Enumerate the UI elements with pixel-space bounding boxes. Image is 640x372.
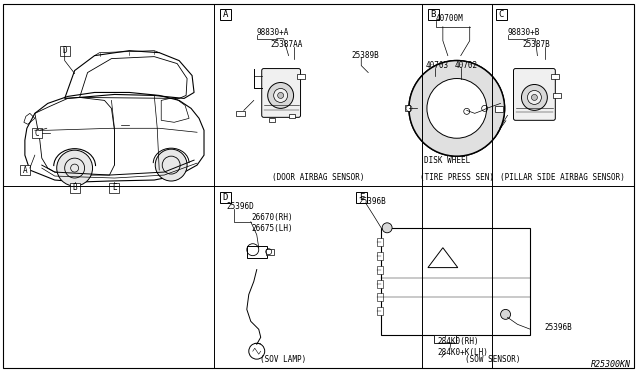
Text: 25396D: 25396D bbox=[227, 202, 255, 211]
Text: (SOW SENSOR): (SOW SENSOR) bbox=[465, 355, 520, 364]
Text: 25387AA: 25387AA bbox=[271, 40, 303, 49]
Text: 284K0+K(LH): 284K0+K(LH) bbox=[438, 348, 489, 357]
Bar bbox=[32, 128, 42, 138]
Bar bbox=[60, 46, 70, 56]
Text: E: E bbox=[359, 193, 364, 202]
Bar bbox=[236, 111, 245, 116]
Circle shape bbox=[156, 149, 187, 181]
Text: 98830+A: 98830+A bbox=[257, 28, 289, 37]
Text: D: D bbox=[223, 193, 228, 202]
Text: 40700M: 40700M bbox=[436, 14, 463, 23]
Bar bbox=[20, 165, 30, 175]
Circle shape bbox=[527, 90, 541, 105]
Bar bbox=[428, 9, 439, 20]
Bar bbox=[220, 192, 231, 203]
Text: A: A bbox=[22, 166, 27, 174]
Bar bbox=[551, 74, 559, 78]
Circle shape bbox=[500, 310, 511, 319]
Text: 25389B: 25389B bbox=[351, 51, 379, 60]
Bar bbox=[495, 106, 502, 112]
Bar bbox=[266, 249, 274, 255]
Text: 284K0(RH): 284K0(RH) bbox=[438, 337, 479, 346]
Text: C: C bbox=[499, 10, 504, 19]
Bar bbox=[296, 74, 305, 78]
Bar bbox=[377, 279, 383, 288]
Circle shape bbox=[427, 78, 486, 138]
Bar bbox=[377, 266, 383, 273]
Text: (TIRE PRESS SEN): (TIRE PRESS SEN) bbox=[420, 173, 494, 182]
Circle shape bbox=[382, 223, 392, 233]
Circle shape bbox=[274, 89, 287, 102]
Text: 25387B: 25387B bbox=[522, 40, 550, 49]
Bar bbox=[356, 192, 367, 203]
Text: A: A bbox=[223, 10, 228, 19]
Text: 40702: 40702 bbox=[455, 61, 478, 70]
Bar bbox=[247, 246, 267, 258]
Circle shape bbox=[278, 93, 284, 99]
Circle shape bbox=[409, 61, 504, 156]
Bar bbox=[554, 93, 561, 99]
Bar bbox=[109, 183, 120, 193]
Circle shape bbox=[427, 78, 486, 138]
Circle shape bbox=[57, 150, 93, 186]
Text: 26670(RH): 26670(RH) bbox=[252, 214, 293, 222]
Text: (DOOR AIRBAG SENSOR): (DOOR AIRBAG SENSOR) bbox=[272, 173, 365, 182]
Bar bbox=[289, 114, 294, 118]
Bar bbox=[70, 183, 79, 193]
Text: B: B bbox=[72, 183, 77, 192]
Bar bbox=[495, 9, 506, 20]
Text: 25396B: 25396B bbox=[358, 198, 386, 206]
Text: 40703: 40703 bbox=[426, 61, 449, 70]
Bar bbox=[269, 118, 275, 122]
Text: R25300KN: R25300KN bbox=[591, 360, 631, 369]
Bar bbox=[434, 335, 456, 343]
Bar bbox=[220, 9, 231, 20]
Text: 25396B: 25396B bbox=[545, 323, 572, 332]
Text: DISK WHEEL: DISK WHEEL bbox=[424, 155, 470, 165]
Bar bbox=[381, 228, 531, 335]
Circle shape bbox=[249, 343, 265, 359]
Circle shape bbox=[531, 94, 538, 100]
Text: D: D bbox=[62, 46, 67, 55]
FancyBboxPatch shape bbox=[513, 68, 556, 120]
Text: C: C bbox=[35, 129, 39, 138]
Bar bbox=[405, 105, 410, 111]
Text: E: E bbox=[112, 183, 116, 192]
Bar bbox=[377, 252, 383, 260]
Bar bbox=[377, 238, 383, 246]
Bar bbox=[377, 307, 383, 315]
Text: (SOV LAMP): (SOV LAMP) bbox=[259, 355, 306, 364]
Text: 26675(LH): 26675(LH) bbox=[252, 224, 293, 233]
Circle shape bbox=[268, 83, 294, 108]
Circle shape bbox=[522, 84, 547, 110]
Bar bbox=[377, 294, 383, 301]
FancyBboxPatch shape bbox=[262, 68, 301, 117]
Text: (PILLAR SIDE AIRBAG SENSOR): (PILLAR SIDE AIRBAG SENSOR) bbox=[500, 173, 625, 182]
Text: 98830+B: 98830+B bbox=[508, 28, 540, 37]
Text: B: B bbox=[431, 10, 436, 19]
